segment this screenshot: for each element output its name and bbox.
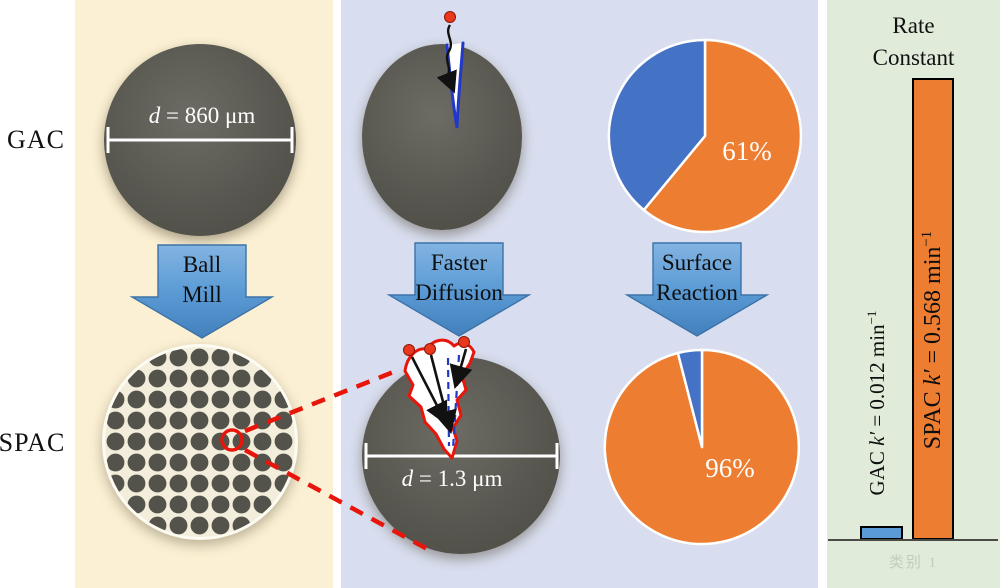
gac-diameter-label: d = 860 μm xyxy=(102,103,302,129)
pie-top-percentage-label: 61% xyxy=(722,136,772,166)
gac-bar-label-var: k′ xyxy=(865,431,889,446)
spac-particle-cluster-image xyxy=(102,344,298,540)
bar-chart-title-line1: Rate xyxy=(892,13,935,38)
gac-bar-value-label: GAC k′ = 0.012 min−1 xyxy=(864,311,890,496)
gac-diameter-value: = 860 μm xyxy=(160,103,256,128)
pie-bottom-percentage-label: 96% xyxy=(705,453,755,483)
gac-bar-label-prefix: GAC xyxy=(865,445,889,496)
row-label-gac: GAC xyxy=(7,125,65,154)
spac-particle-magnified-image xyxy=(362,357,560,554)
gac-particle-image xyxy=(104,44,296,236)
gac-diameter-var: d xyxy=(148,103,161,128)
ball-mill-line2: Mill xyxy=(182,282,222,307)
gac-bar-label-sup: −1 xyxy=(864,310,879,325)
spac-rate-bar xyxy=(912,78,954,540)
diffusion-line2: Diffusion xyxy=(415,280,503,305)
spac-diameter-value: = 1.3 μm xyxy=(413,466,503,491)
spac-bar-value-label: SPAC k′ = 0.568 min−1 xyxy=(919,231,947,449)
gac-particle-with-pore-image xyxy=(362,44,522,230)
ball-mill-arrow-label: Ball Mill xyxy=(127,250,277,310)
spac-bar-label-prefix: SPAC xyxy=(920,385,946,450)
bar-chart-title: Rate Constant xyxy=(827,10,1000,74)
bar-chart-axis-caption: 类别 1 xyxy=(888,555,939,571)
reaction-line1: Surface xyxy=(661,250,733,275)
spac-bar-label-rest: = 0.568 min xyxy=(920,246,946,370)
bar-chart-x-axis xyxy=(828,539,998,541)
diffusion-line1: Faster xyxy=(430,250,488,275)
ball-mill-line1: Ball xyxy=(182,252,222,277)
gac-rate-bar xyxy=(860,526,903,540)
reaction-line2: Reaction xyxy=(656,280,738,305)
bar-chart-title-line2: Constant xyxy=(872,45,955,70)
surface-reaction-arrow-label: Surface Reaction xyxy=(622,248,772,308)
gac-bar-label-rest: = 0.012 min xyxy=(865,324,889,432)
row-label-spac: SPAC xyxy=(0,428,66,457)
spac-diameter-label: d = 1.3 μm xyxy=(352,466,552,492)
faster-diffusion-arrow-label: Faster Diffusion xyxy=(384,248,534,308)
spac-bar-label-var: k′ xyxy=(920,369,946,386)
spac-diameter-var: d xyxy=(401,466,414,491)
spac-bar-label-sup: −1 xyxy=(919,230,935,247)
